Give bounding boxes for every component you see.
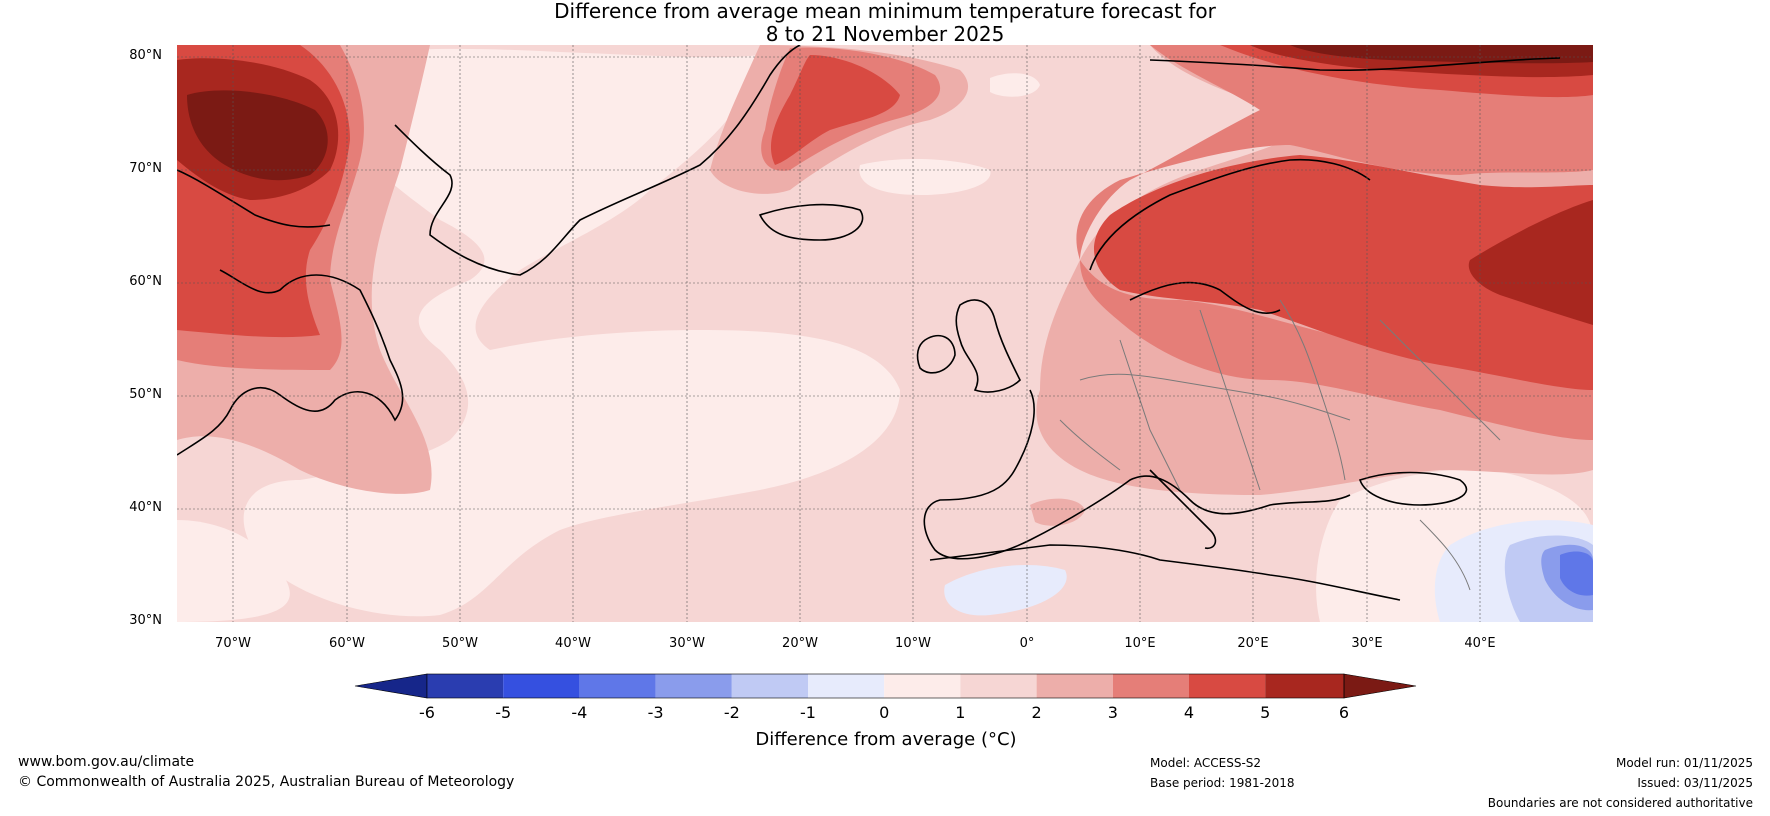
colorbar-outline: [426, 673, 1345, 699]
border-3: [1199, 309, 1261, 491]
model-name: Model: ACCESS-S2: [1150, 756, 1262, 770]
anomaly-band-4-5-scandinavia: [1093, 155, 1593, 390]
colorbar-tick: -4: [571, 703, 588, 722]
colorbar: [354, 673, 1417, 699]
lat-label-50n: 50°N: [129, 387, 162, 402]
coast-greenland: [394, 45, 801, 276]
coast-britain: [955, 299, 1021, 393]
anomaly-band-3-4-scandinavia: [1076, 45, 1593, 440]
colorbar-bin-6: [808, 674, 885, 698]
colorbar-bin-3: [579, 674, 656, 698]
colorbar-bin-8: [960, 674, 1037, 698]
colorbar-label: Difference from average (°C): [755, 729, 1017, 750]
colorbar-bin-2: [503, 674, 580, 698]
colorbar-bin-11: [1189, 674, 1266, 698]
anomaly-band-5-6-russia: [1468, 200, 1593, 325]
border-6: [1379, 319, 1501, 441]
lon-label-10w: 10°W: [895, 636, 931, 651]
colorbar-tick: -6: [419, 703, 435, 722]
colorbar-tick: 3: [1107, 703, 1118, 722]
anomaly-band-neg4-mideast: [1560, 551, 1593, 596]
coast-baffin: [177, 169, 331, 228]
model-run: Model run: 01/11/2025: [1615, 756, 1753, 770]
coast-north-america: [177, 269, 404, 456]
colorbar-bin-9: [1036, 674, 1113, 698]
anomaly-band-0-1-iceland-sea: [859, 158, 991, 195]
title-line-2: 8 to 21 November 2025: [765, 22, 1005, 46]
colorbar-tick: -2: [723, 703, 740, 722]
colorbar-tick: 6: [1338, 703, 1350, 722]
lon-label-50w: 50°W: [442, 636, 478, 651]
lon-label-0: 0°: [1019, 636, 1035, 651]
lat-label-30n: 30°N: [129, 613, 162, 628]
lon-label-30w: 30°W: [669, 636, 705, 651]
base-period: Base period: 1981-2018: [1150, 776, 1295, 790]
copyright-text: © Commonwealth of Australia 2025, Austra…: [18, 774, 515, 790]
lon-label-20w: 20°W: [782, 636, 818, 651]
website-link[interactable]: www.bom.gov.au/climate: [18, 754, 195, 770]
anomaly-fields: [177, 45, 1593, 622]
anomaly-band-above-6-north: [1290, 45, 1593, 64]
graticule: [177, 45, 1593, 622]
anomaly-band-above-6-west: [187, 90, 328, 181]
coast-baltic: [1129, 281, 1281, 315]
lon-label-20e: 20°E: [1237, 636, 1269, 651]
lon-label-10e: 10°E: [1124, 636, 1156, 651]
colorbar-bin-1: [427, 674, 504, 698]
lon-label-60w: 60°W: [329, 636, 365, 651]
colorbar-tick: -1: [800, 703, 816, 722]
coast-iceland: [758, 203, 864, 241]
border-5: [1059, 419, 1121, 471]
colorbar-tick: 4: [1183, 703, 1195, 722]
colorbar-bin-4: [655, 674, 732, 698]
colorbar-extend-high: [1343, 673, 1417, 699]
anomaly-band-neg-africa: [944, 565, 1067, 616]
disclaimer: Boundaries are not considered authoritat…: [1487, 796, 1753, 810]
lat-label-80n: 80°N: [129, 48, 162, 63]
anomaly-band-2-3-iberia: [1030, 498, 1085, 526]
colorbar-tick: -5: [495, 703, 512, 722]
border-1: [1079, 373, 1351, 421]
border-2: [1119, 339, 1181, 491]
coast-norway: [1089, 158, 1371, 271]
colorbar-bin-7: [884, 674, 961, 698]
coast-italy: [1149, 469, 1217, 550]
anomaly-band-0-1-south: [177, 520, 290, 622]
anomaly-band-0-1-svalbard: [990, 73, 1040, 97]
colorbar-extend-low: [354, 673, 428, 699]
colorbar-tick: 5: [1260, 703, 1271, 722]
border-7: [1419, 519, 1471, 591]
coast-ireland: [916, 334, 956, 374]
lon-label-30e: 30°E: [1351, 636, 1383, 651]
border-4: [1279, 299, 1346, 481]
lat-label-40n: 40°N: [129, 500, 162, 515]
coastlines: [177, 45, 1561, 601]
lon-label-40e: 40°E: [1464, 636, 1496, 651]
colorbar-tick: -3: [647, 703, 664, 722]
lat-label-60n: 60°N: [129, 274, 162, 289]
coast-europe-west: [923, 389, 1351, 560]
colorbar-tick: 1: [955, 703, 966, 722]
anomaly-band-4-5-greenland-sea: [770, 55, 900, 165]
issued-date: Issued: 03/11/2025: [1637, 776, 1753, 790]
colorbar-tick: 2: [1031, 703, 1042, 722]
coast-north-africa: [929, 544, 1401, 601]
colorbar-bin-5: [731, 674, 808, 698]
colorbar-bin-10: [1112, 674, 1189, 698]
title-line-1: Difference from average mean minimum tem…: [554, 0, 1216, 23]
coast-black-sea: [1358, 471, 1468, 506]
lon-label-40w: 40°W: [555, 636, 591, 651]
chart-title: Difference from average mean minimum tem…: [0, 0, 1770, 46]
colorbar-bin-12: [1265, 674, 1344, 698]
lon-label-70w: 70°W: [215, 636, 251, 651]
country-borders: [1059, 299, 1501, 591]
coast-russia-north: [1149, 57, 1561, 72]
lat-label-70n: 70°N: [129, 161, 162, 176]
colorbar-tick: 0: [879, 703, 890, 722]
